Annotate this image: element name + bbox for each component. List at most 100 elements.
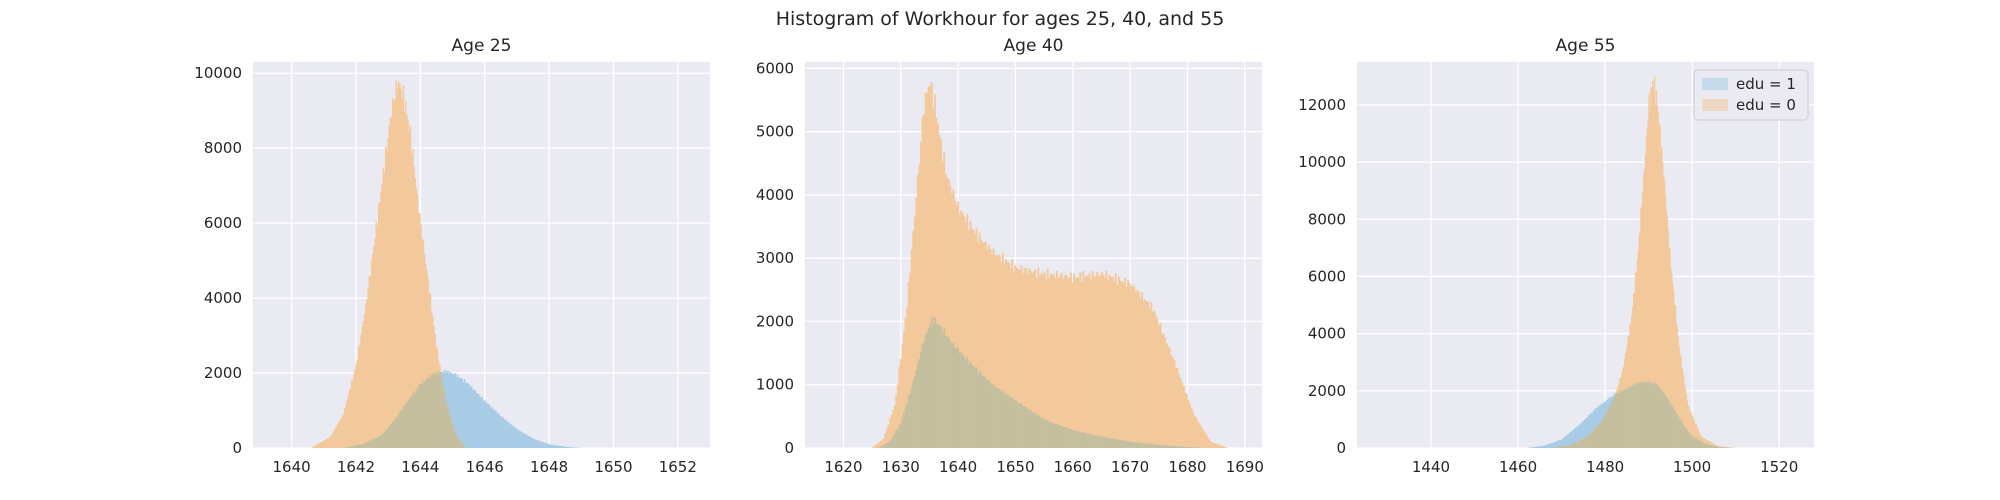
bar-overlap bbox=[1571, 444, 1573, 448]
bar-edu-0 bbox=[941, 161, 944, 448]
bar-edu-1 bbox=[460, 378, 462, 448]
panel-title: Age 55 bbox=[1556, 36, 1616, 56]
bar-overlap bbox=[347, 447, 349, 448]
bar-overlap bbox=[975, 367, 978, 448]
bar-overlap bbox=[1602, 419, 1604, 448]
bar-edu-0 bbox=[323, 439, 326, 448]
bar-edu-0 bbox=[1141, 292, 1143, 448]
bar-edu-0 bbox=[388, 125, 391, 449]
bar-edu-0 bbox=[1192, 411, 1194, 448]
bar-edu-1 bbox=[476, 393, 479, 448]
bar-overlap bbox=[921, 343, 924, 448]
bar-edu-0 bbox=[1003, 264, 1006, 448]
bar-edu-0 bbox=[343, 408, 346, 448]
bar-edu-0 bbox=[947, 178, 950, 448]
bar-edu-0 bbox=[1116, 284, 1119, 448]
x-tick-label: 1648 bbox=[530, 458, 568, 476]
bar-edu-0 bbox=[1017, 269, 1020, 448]
bar-edu-0 bbox=[1045, 279, 1048, 448]
bar-edu-1 bbox=[1553, 442, 1556, 448]
bar-overlap bbox=[895, 430, 898, 448]
bar-edu-0 bbox=[885, 428, 888, 448]
bar-overlap bbox=[403, 406, 406, 448]
bar-overlap bbox=[1630, 387, 1632, 448]
chart-panel-1: 1640 1642 1644 1646 1648 1650 1652 0 2000 4000 600… bbox=[194, 36, 710, 476]
bar-overlap bbox=[402, 406, 405, 448]
bar-edu-0 bbox=[957, 201, 960, 448]
bar-overlap bbox=[1636, 383, 1639, 448]
bar-overlap bbox=[1077, 431, 1080, 448]
bar-edu-0 bbox=[1678, 345, 1680, 448]
bar-overlap bbox=[1162, 445, 1165, 448]
x-tick-label: 1520 bbox=[1760, 458, 1798, 476]
bar-edu-0 bbox=[1636, 259, 1639, 448]
bar-overlap bbox=[1600, 421, 1602, 448]
bar-overlap bbox=[1648, 380, 1650, 448]
bar-overlap bbox=[440, 372, 442, 448]
bar-overlap bbox=[937, 324, 939, 448]
bar-overlap bbox=[1573, 443, 1575, 448]
bar-edu-0 bbox=[1042, 273, 1045, 448]
bar-edu-0 bbox=[1110, 276, 1113, 448]
bar-overlap bbox=[924, 334, 927, 448]
bar-overlap bbox=[367, 441, 369, 448]
bar-edu-0 bbox=[1167, 346, 1170, 448]
bar-overlap bbox=[947, 337, 950, 448]
bar-edu-0 bbox=[1102, 274, 1105, 448]
bar-edu-0 bbox=[361, 326, 364, 448]
bar-overlap bbox=[441, 379, 443, 448]
bar-overlap bbox=[1682, 424, 1685, 448]
bar-overlap bbox=[1181, 446, 1184, 448]
bar-edu-1 bbox=[536, 440, 539, 448]
bar-overlap bbox=[1599, 423, 1601, 448]
bar-overlap bbox=[1011, 396, 1014, 448]
bar-overlap bbox=[353, 445, 355, 448]
bar-overlap bbox=[1578, 440, 1580, 448]
bar-edu-1 bbox=[470, 385, 473, 448]
bar-overlap bbox=[462, 445, 465, 448]
bar-edu-0 bbox=[1144, 299, 1147, 448]
bar-edu-0 bbox=[994, 255, 997, 448]
bar-edu-0 bbox=[1099, 275, 1102, 448]
bar-edu-0 bbox=[977, 242, 980, 448]
bar-edu-1 bbox=[568, 447, 570, 448]
bar-edu-0 bbox=[1014, 264, 1017, 448]
bar-overlap bbox=[1565, 445, 1568, 448]
bar-edu-1 bbox=[471, 389, 474, 448]
bar-edu-1 bbox=[546, 443, 548, 448]
bar-edu-1 bbox=[554, 445, 556, 448]
bar-overlap bbox=[1633, 387, 1636, 448]
bar-overlap bbox=[1615, 393, 1618, 448]
bar-overlap bbox=[399, 412, 401, 448]
bar-edu-0 bbox=[1224, 447, 1227, 448]
bar-edu-0 bbox=[1088, 273, 1091, 448]
bar-overlap bbox=[1637, 383, 1639, 448]
bar-overlap bbox=[1042, 418, 1045, 448]
bar-edu-1 bbox=[1588, 416, 1590, 448]
bar-edu-0 bbox=[1730, 447, 1732, 448]
bar-edu-0 bbox=[1018, 269, 1021, 448]
bar-overlap bbox=[1031, 411, 1034, 448]
bar-edu-0 bbox=[995, 255, 998, 448]
bar-overlap bbox=[1111, 438, 1114, 448]
bar-overlap bbox=[373, 438, 375, 448]
bar-edu-0 bbox=[325, 439, 327, 448]
bar-edu-0 bbox=[937, 123, 939, 448]
bar-overlap bbox=[1082, 432, 1085, 448]
bar-edu-1 bbox=[1540, 446, 1542, 448]
bar-overlap bbox=[349, 446, 352, 448]
bar-edu-0 bbox=[1184, 392, 1187, 448]
bar-overlap bbox=[1593, 429, 1596, 448]
bar-overlap bbox=[1685, 428, 1688, 448]
bar-edu-0 bbox=[1688, 407, 1690, 448]
bar-overlap bbox=[1085, 433, 1088, 448]
bar-overlap bbox=[1184, 446, 1187, 448]
bar-edu-0 bbox=[368, 276, 371, 448]
bar-edu-0 bbox=[328, 437, 331, 448]
bar-edu-0 bbox=[875, 444, 878, 448]
bar-edu-0 bbox=[341, 415, 344, 448]
bar-overlap bbox=[1000, 392, 1003, 448]
bar-edu-0 bbox=[369, 275, 372, 448]
bar-edu-0 bbox=[935, 117, 938, 448]
bar-overlap bbox=[1154, 444, 1157, 448]
